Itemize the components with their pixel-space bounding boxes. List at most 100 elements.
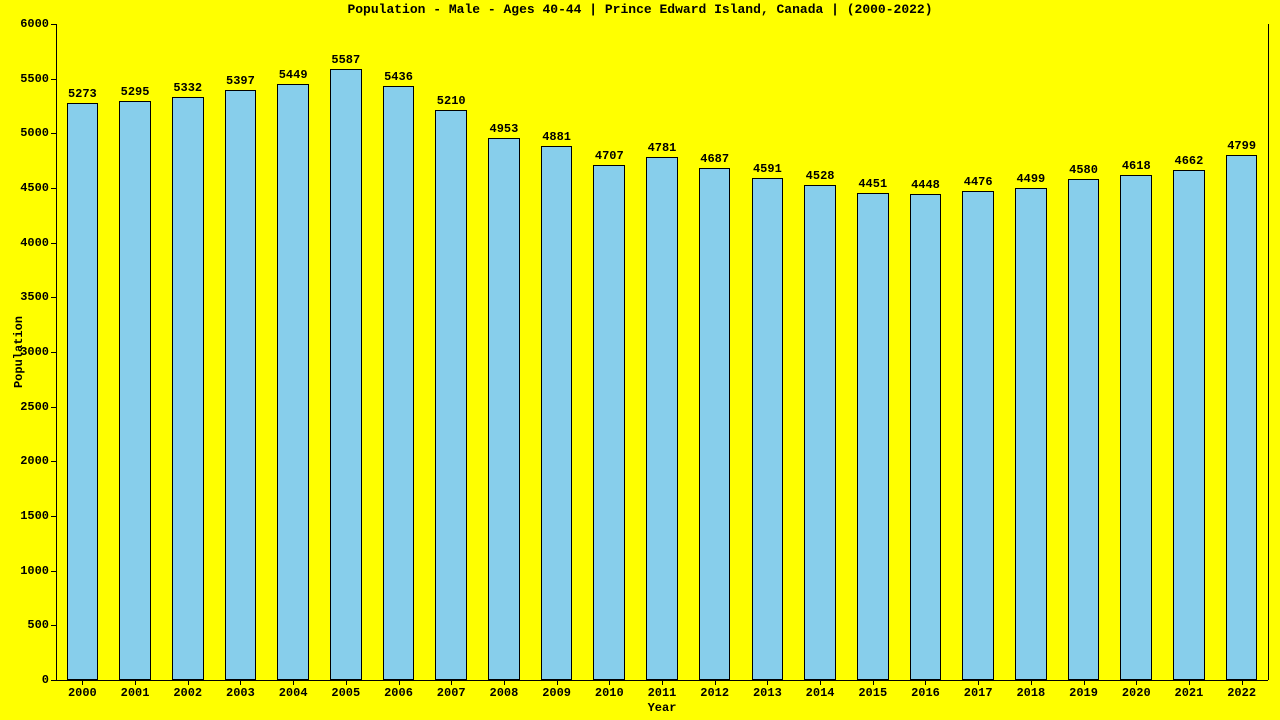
bar-value-label: 4528: [794, 169, 847, 183]
x-tick-label: 2021: [1163, 686, 1216, 700]
x-tick-label: 2006: [372, 686, 425, 700]
bar: [857, 193, 889, 680]
bar-value-label: 5397: [214, 74, 267, 88]
bar: [910, 194, 942, 680]
bar: [1173, 170, 1205, 680]
left-spine: [56, 24, 57, 680]
y-tick-label: 6000: [20, 17, 49, 31]
bar-value-label: 4499: [1005, 172, 1058, 186]
x-tick-label: 2008: [478, 686, 531, 700]
x-tick-mark: [1031, 680, 1032, 685]
bar-value-label: 4781: [636, 141, 689, 155]
x-tick-mark: [820, 680, 821, 685]
bar: [699, 168, 731, 680]
y-tick-label: 0: [42, 673, 49, 687]
bar-value-label: 5295: [109, 85, 162, 99]
x-tick-label: 2013: [741, 686, 794, 700]
y-tick-mark: [51, 680, 56, 681]
y-tick-label: 5500: [20, 72, 49, 86]
x-tick-label: 2016: [899, 686, 952, 700]
x-tick-mark: [1242, 680, 1243, 685]
y-tick-mark: [51, 461, 56, 462]
x-tick-mark: [609, 680, 610, 685]
chart-root: Population - Male - Ages 40-44 | Prince …: [0, 0, 1280, 720]
bar-value-label: 5332: [161, 81, 214, 95]
bar-value-label: 4707: [583, 149, 636, 163]
x-tick-label: 2010: [583, 686, 636, 700]
x-tick-mark: [767, 680, 768, 685]
x-tick-mark: [188, 680, 189, 685]
bar-value-label: 4451: [846, 177, 899, 191]
bar: [225, 90, 257, 680]
y-tick-mark: [51, 243, 56, 244]
x-tick-mark: [451, 680, 452, 685]
x-tick-mark: [925, 680, 926, 685]
bar-value-label: 5436: [372, 70, 425, 84]
y-tick-mark: [51, 24, 56, 25]
x-tick-mark: [557, 680, 558, 685]
bar: [1068, 179, 1100, 680]
x-tick-mark: [293, 680, 294, 685]
bar-value-label: 5587: [319, 53, 372, 67]
x-tick-label: 2002: [161, 686, 214, 700]
bar-value-label: 4687: [688, 152, 741, 166]
bar-value-label: 4881: [530, 130, 583, 144]
bar-value-label: 5210: [425, 94, 478, 108]
bar: [435, 110, 467, 680]
bar-value-label: 4953: [478, 122, 531, 136]
bar-value-label: 4662: [1163, 154, 1216, 168]
y-tick-mark: [51, 133, 56, 134]
bar: [646, 157, 678, 680]
y-tick-mark: [51, 625, 56, 626]
bar: [962, 191, 994, 680]
x-tick-label: 2011: [636, 686, 689, 700]
chart-title: Population - Male - Ages 40-44 | Prince …: [0, 2, 1280, 17]
x-tick-mark: [715, 680, 716, 685]
x-tick-label: 2004: [267, 686, 320, 700]
x-tick-label: 2007: [425, 686, 478, 700]
x-tick-mark: [82, 680, 83, 685]
x-tick-label: 2018: [1005, 686, 1058, 700]
bar: [330, 69, 362, 680]
bar: [1226, 155, 1258, 680]
bar: [804, 185, 836, 680]
x-tick-label: 2003: [214, 686, 267, 700]
bar: [172, 97, 204, 680]
y-tick-label: 2000: [20, 454, 49, 468]
bar-value-label: 4799: [1215, 139, 1268, 153]
y-tick-label: 3000: [20, 345, 49, 359]
x-tick-mark: [346, 680, 347, 685]
bar-value-label: 4618: [1110, 159, 1163, 173]
x-tick-mark: [135, 680, 136, 685]
x-tick-label: 2015: [846, 686, 899, 700]
x-tick-label: 2012: [688, 686, 741, 700]
x-tick-mark: [504, 680, 505, 685]
bar: [67, 103, 99, 680]
bar: [383, 86, 415, 680]
y-tick-label: 5000: [20, 126, 49, 140]
y-tick-label: 4000: [20, 236, 49, 250]
right-spine: [1268, 24, 1269, 680]
bar-value-label: 4448: [899, 178, 952, 192]
bar: [593, 165, 625, 680]
y-tick-label: 4500: [20, 181, 49, 195]
x-tick-label: 2022: [1215, 686, 1268, 700]
y-tick-label: 1500: [20, 509, 49, 523]
x-tick-label: 2001: [109, 686, 162, 700]
x-tick-label: 2019: [1057, 686, 1110, 700]
bar: [277, 84, 309, 680]
bar: [541, 146, 573, 680]
y-tick-mark: [51, 407, 56, 408]
bar-value-label: 4591: [741, 162, 794, 176]
x-tick-label: 2020: [1110, 686, 1163, 700]
x-tick-mark: [240, 680, 241, 685]
bar-value-label: 5449: [267, 68, 320, 82]
bar-value-label: 4580: [1057, 163, 1110, 177]
y-tick-label: 3500: [20, 290, 49, 304]
y-tick-mark: [51, 516, 56, 517]
y-tick-mark: [51, 188, 56, 189]
bar-value-label: 4476: [952, 175, 1005, 189]
x-tick-label: 2009: [530, 686, 583, 700]
x-tick-label: 2005: [319, 686, 372, 700]
x-tick-label: 2017: [952, 686, 1005, 700]
